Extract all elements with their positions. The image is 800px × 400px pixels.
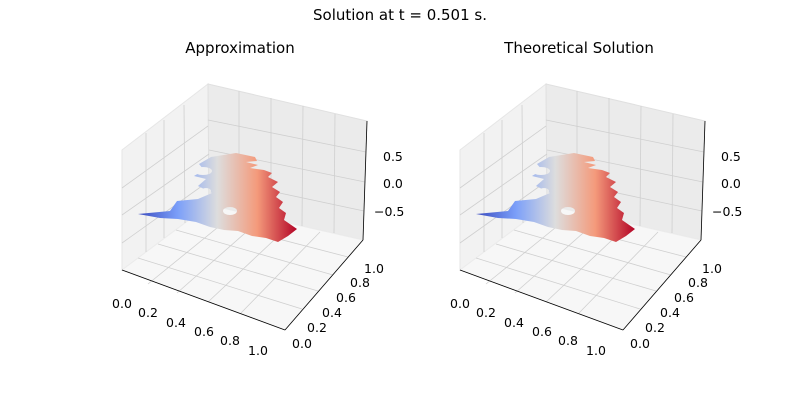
subplot-theoretical-solution: Theoretical Solution: [450, 39, 742, 358]
z-tick-label: −0.5: [712, 204, 742, 219]
figure-suptitle: Solution at t = 0.501 s.: [313, 6, 487, 24]
y-tick-label: 0.2: [645, 320, 665, 335]
axis-lines: [459, 120, 706, 331]
tick-labels: 0.0 0.2 0.4 0.6 0.8 1.0 0.0 0.2 0.4 0.6 …: [112, 149, 404, 358]
x-tick-label: 0.4: [166, 315, 186, 330]
z-tick-label: 0.5: [721, 149, 741, 164]
surface: [138, 153, 297, 242]
x-tick-label: 0.4: [504, 315, 524, 330]
x-tick-label: 1.0: [586, 343, 606, 358]
x-tick-label: 0.6: [194, 324, 214, 339]
x-tick-label: 0.6: [532, 324, 552, 339]
y-tick-label: 1.0: [364, 261, 384, 276]
subplot-title: Approximation: [185, 39, 294, 57]
y-tick-label: 0.2: [307, 320, 327, 335]
x-tick-label: 0.0: [112, 296, 132, 311]
subplot-approximation: Approximation: [112, 39, 404, 358]
z-tick-label: −0.5: [374, 204, 404, 219]
y-tick-label: 0.0: [292, 336, 312, 351]
y-tick-label: 0.6: [674, 290, 694, 305]
tick-labels: 0.0 0.2 0.4 0.6 0.8 1.0 0.0 0.2 0.4 0.6 …: [450, 149, 742, 358]
x-tick-label: 0.8: [558, 333, 578, 348]
x-tick-label: 0.2: [138, 305, 158, 320]
y-tick-label: 0.4: [322, 305, 342, 320]
subplot-title: Theoretical Solution: [503, 39, 654, 57]
z-tick-label: 0.0: [721, 176, 741, 191]
y-tick-label: 0.0: [630, 336, 650, 351]
x-tick-label: 0.8: [220, 333, 240, 348]
x-tick-label: 1.0: [248, 343, 268, 358]
y-tick-label: 0.6: [336, 290, 356, 305]
surface: [476, 153, 635, 242]
y-tick-label: 0.8: [688, 275, 708, 290]
z-tick-label: 0.5: [383, 149, 403, 164]
y-tick-label: 0.4: [660, 305, 680, 320]
y-tick-label: 1.0: [702, 261, 722, 276]
z-tick-label: 0.0: [383, 176, 403, 191]
axis-lines: [121, 120, 368, 331]
x-tick-label: 0.2: [476, 305, 496, 320]
x-tick-label: 0.0: [450, 296, 470, 311]
y-tick-label: 0.8: [350, 275, 370, 290]
